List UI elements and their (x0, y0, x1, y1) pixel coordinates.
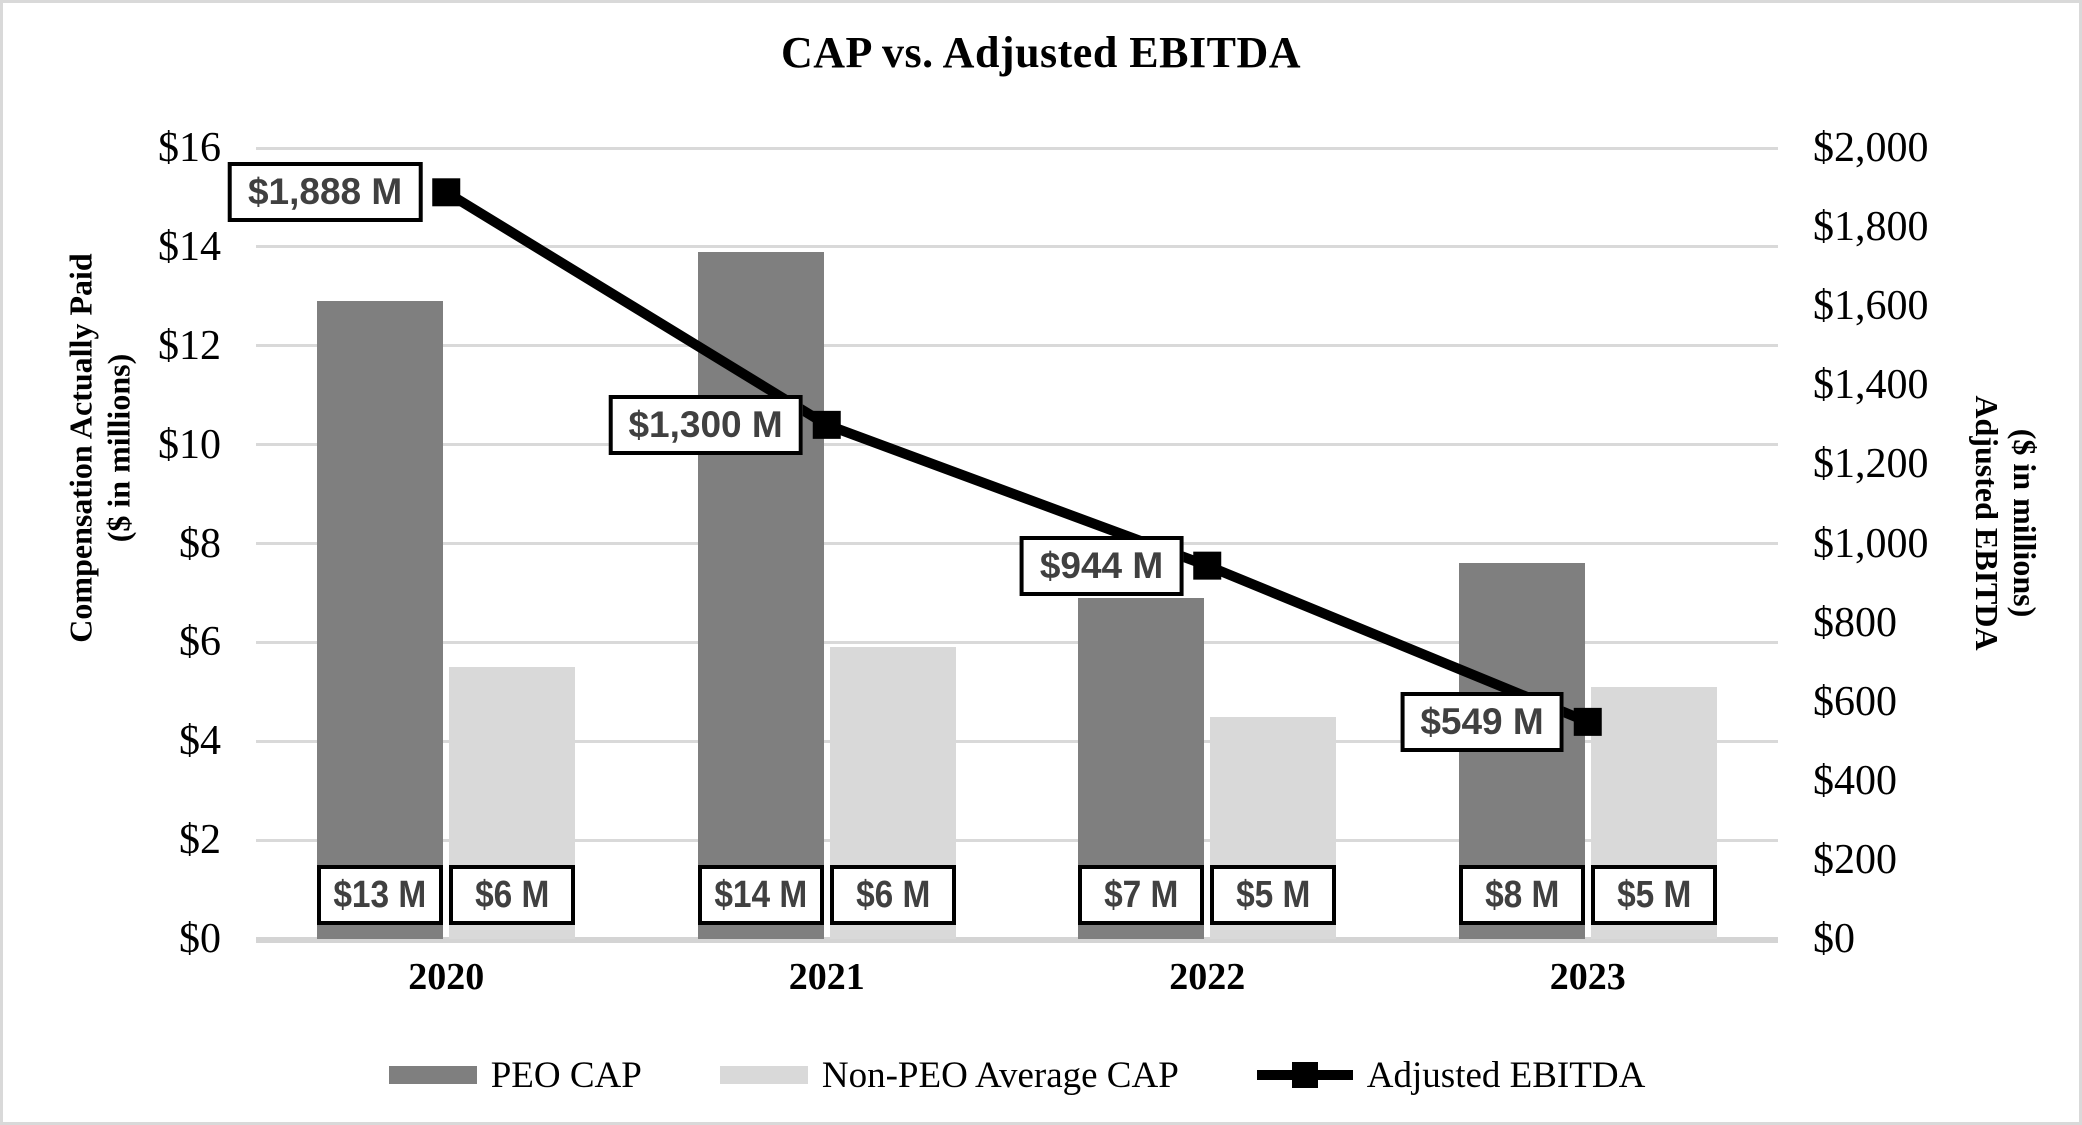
y-tick-label-left: $4 (179, 718, 221, 765)
bar-value-label: $6 M (829, 865, 956, 925)
bar-value-text: $13 M (333, 874, 427, 916)
y-tick-label-right: $800 (1813, 599, 1897, 646)
gridline (256, 640, 1778, 644)
y-tick-label-right: $1,600 (1813, 283, 1929, 330)
y-tick-label-right: $1,000 (1813, 520, 1929, 567)
legend: PEO CAP Non-PEO Average CAP Adjusted EBITD… (256, 1045, 1778, 1105)
line-value-label: $944 M (1019, 535, 1184, 596)
bar-value-label: $8 M (1458, 865, 1585, 925)
right-axis-title-line1: Adjusted EBITDA (1969, 395, 2005, 651)
y-tick-label-left: $14 (158, 223, 221, 270)
bar-value-text: $5 M (1616, 874, 1691, 916)
y-tick-label-left: $16 (158, 125, 221, 171)
bar-peo-cap-2020 (317, 301, 444, 939)
bar-value-text: $14 M (714, 874, 808, 916)
legend-item-adjusted-ebitda: Adjusted EBITDA (1256, 1054, 1646, 1097)
right-axis-title: Adjusted EBITDA ($ in millions) (1967, 395, 2043, 650)
bar-value-label: $5 M (1590, 865, 1717, 925)
legend-label-adjusted-ebitda: Adjusted EBITDA (1366, 1054, 1646, 1096)
x-tick-label-2020: 2020 (408, 956, 485, 998)
y-tick-label-right: $2,000 (1813, 125, 1929, 171)
y-tick-label-right: $1,800 (1813, 204, 1929, 251)
chart-title: CAP vs. Adjusted EBITDA (780, 28, 1302, 77)
ebitda-line (443, 188, 1590, 727)
y-tick-label-right: $200 (1813, 836, 1897, 883)
x-axis-line (256, 937, 1778, 943)
bar-value-text: $5 M (1236, 874, 1311, 916)
y-tick-label-right: $400 (1813, 757, 1897, 804)
legend-line-marker (1291, 1062, 1318, 1088)
bar-value-text: $7 M (1104, 874, 1179, 916)
line-value-label: $1,300 M (608, 394, 803, 455)
ebitda-line-layer (432, 178, 1602, 736)
y-tick-label-left: $2 (179, 817, 221, 864)
y-tick-label-right: $0 (1813, 916, 1855, 962)
legend-swatch-adjusted-ebitda (1256, 1061, 1353, 1089)
legend-label-peo-cap: PEO CAP (490, 1054, 642, 1096)
x-tick-label-2021: 2021 (788, 956, 865, 998)
gridline (256, 739, 1778, 743)
line-value-label: $549 M (1400, 691, 1564, 752)
bar-value-label: $13 M (317, 865, 444, 925)
bar-value-label: $6 M (449, 865, 576, 925)
y-tick-label-left: $0 (179, 916, 221, 962)
x-tick-label-2023: 2023 (1549, 956, 1626, 998)
gridline (256, 344, 1778, 348)
line-value-label: $1,888 M (227, 162, 423, 223)
line-marker (1573, 707, 1602, 736)
y-tick-label-left: $6 (179, 619, 221, 666)
bar-value-text: $6 M (475, 874, 550, 916)
gridline (256, 245, 1778, 249)
gridline (256, 542, 1778, 545)
legend-item-non-peo-average-cap: Non-PEO Average CAP (719, 1054, 1179, 1097)
bar-value-label: $7 M (1078, 865, 1205, 925)
bar-value-text: $6 M (855, 874, 930, 916)
bar-value-label: $14 M (697, 865, 824, 925)
gridline (256, 838, 1778, 842)
line-marker (1193, 551, 1222, 580)
legend-item-peo-cap: PEO CAP (388, 1054, 642, 1097)
y-tick-label-left: $10 (158, 421, 221, 468)
line-marker (432, 178, 461, 207)
y-tick-label-right: $1,400 (1813, 362, 1929, 409)
y-tick-label-right: $1,200 (1813, 441, 1929, 488)
legend-swatch-non-peo-average-cap (719, 1066, 808, 1084)
bar-value-text: $8 M (1484, 874, 1559, 916)
y-tick-label-left: $12 (158, 322, 221, 369)
gridline (256, 146, 1778, 150)
gridline (256, 443, 1778, 447)
y-tick-label-left: $8 (179, 520, 221, 567)
bar-peo-cap-2021 (697, 251, 824, 939)
legend-label-non-peo-average-cap: Non-PEO Average CAP (821, 1054, 1179, 1096)
line-marker (812, 410, 841, 439)
plot-area: $13 M $6 M $14 M $6 M $7 M $5 M $8 M $5 M $1,888… (227, 146, 1778, 943)
right-axis-title-line2: ($ in millions) (2006, 428, 2043, 618)
bar-value-label: $5 M (1210, 865, 1337, 925)
y-tick-label-right: $600 (1813, 678, 1897, 725)
x-tick-label-2022: 2022 (1169, 956, 1246, 998)
legend-swatch-peo-cap (388, 1066, 477, 1084)
